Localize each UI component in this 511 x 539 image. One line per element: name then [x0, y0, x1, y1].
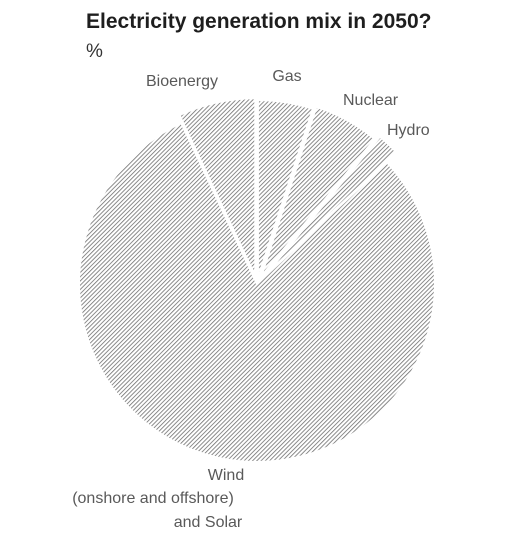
- pie-slice-bioenergy: [178, 97, 257, 277]
- chart-title: Electricity generation mix in 2050?: [86, 10, 432, 33]
- pie-slice-hydro: [265, 135, 398, 275]
- pie-slice-gas: [256, 99, 315, 279]
- slice-label-bioenergy: Bioenergy: [146, 73, 218, 90]
- slice-label-wind-line-1: Wind: [208, 467, 244, 484]
- pie-slice-nuclear: [260, 105, 377, 277]
- pie-slices: [78, 97, 436, 463]
- slice-label-hydro: Hydro: [387, 122, 430, 139]
- slice-label-gas: Gas: [272, 68, 301, 85]
- chart-subtitle: %: [86, 41, 103, 62]
- pie-slice-wind: [78, 121, 436, 463]
- pie-labels: Gas Nuclear Hydro Wind (onshore and offshore…: [72, 68, 430, 531]
- slice-label-wind-line-3: and Solar: [174, 514, 243, 531]
- slice-label-nuclear: Nuclear: [343, 92, 399, 109]
- slice-label-wind-line-2: (onshore and offshore): [72, 490, 234, 507]
